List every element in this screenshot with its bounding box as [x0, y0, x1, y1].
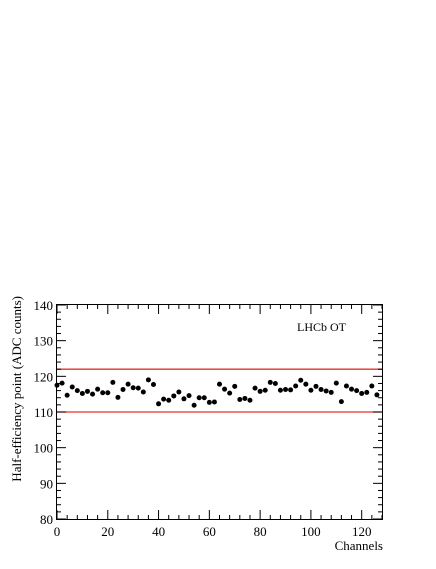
data-point: [217, 381, 222, 387]
data-point: [359, 390, 365, 396]
data-point: [267, 379, 273, 385]
data-point: [69, 384, 75, 390]
x-tick-label: 20: [101, 524, 114, 539]
data-point: [318, 387, 324, 393]
data-point: [247, 397, 253, 403]
x-axis: 0 20 40 60 80 100 120: [54, 305, 383, 539]
data-point: [354, 388, 360, 394]
data-point: [120, 387, 126, 393]
data-point: [252, 385, 258, 391]
data-point: [308, 387, 314, 393]
data-point: [181, 396, 187, 402]
data-point: [222, 386, 228, 392]
plot-frame: [56, 304, 383, 520]
data-point: [100, 390, 106, 396]
y-axis: 80 90 100 110 120 130 140: [34, 298, 382, 527]
data-point: [272, 380, 278, 386]
data-point: [227, 390, 233, 396]
data-point: [277, 387, 283, 393]
data-point: [237, 397, 243, 403]
y-tick-label: 140: [34, 298, 54, 313]
data-point: [125, 381, 131, 387]
data-point: [191, 402, 197, 408]
data-point: [145, 377, 151, 383]
data-point: [338, 399, 344, 405]
data-point: [140, 389, 146, 395]
data-point: [95, 386, 101, 392]
data-point: [369, 383, 375, 389]
data-point: [156, 401, 162, 407]
data-point: [79, 390, 85, 396]
data-point: [343, 383, 349, 389]
data-point: [161, 396, 167, 402]
data-point: [242, 395, 248, 401]
y-tick-label: 120: [34, 369, 54, 384]
data-point: [333, 380, 339, 386]
reference-lines: [57, 368, 382, 413]
x-tick-label: 120: [352, 524, 372, 539]
y-tick-label: 90: [40, 476, 53, 491]
data-point: [313, 383, 319, 389]
y-tick-label: 110: [34, 405, 53, 420]
data-point: [54, 382, 60, 388]
x-tick-label: 40: [152, 524, 165, 539]
data-point: [59, 380, 65, 386]
y-axis-label: Half-efficiency point (ADC counts): [9, 296, 24, 482]
data-point: [176, 389, 182, 395]
x-axis-label: Channels: [335, 538, 383, 553]
data-point: [135, 385, 141, 391]
data-point: [130, 385, 136, 391]
data-point: [283, 387, 289, 393]
data-point: [374, 392, 380, 398]
data-point: [90, 391, 96, 397]
data-point: [84, 388, 90, 394]
data-point: [257, 388, 263, 394]
data-point: [323, 388, 329, 394]
data-points: [54, 377, 380, 408]
data-point: [196, 395, 202, 401]
data-point: [201, 395, 207, 401]
y-tick-label: 100: [34, 441, 54, 456]
y-tick-label: 80: [40, 512, 53, 527]
data-point: [328, 389, 334, 395]
data-point: [206, 399, 212, 405]
x-tick-label: 100: [301, 524, 321, 539]
y-tick-label: 130: [34, 334, 54, 349]
x-tick-label: 0: [54, 524, 61, 539]
data-point: [110, 379, 116, 385]
data-point: [349, 386, 355, 392]
data-point: [64, 392, 70, 398]
data-point: [211, 399, 217, 405]
data-point: [232, 383, 238, 389]
x-tick-label: 80: [254, 524, 267, 539]
data-point: [288, 387, 294, 393]
data-point: [166, 397, 172, 403]
data-point: [262, 387, 268, 393]
data-point: [303, 381, 309, 387]
data-point: [115, 394, 121, 400]
data-point: [171, 393, 177, 399]
data-point: [150, 382, 156, 388]
data-point: [74, 388, 80, 394]
data-point: [105, 390, 111, 396]
x-tick-label: 60: [203, 524, 216, 539]
data-point: [293, 383, 299, 389]
data-point: [364, 389, 370, 395]
chart-annotation: LHCb OT: [297, 320, 347, 334]
data-point: [186, 393, 192, 399]
data-point: [298, 377, 304, 383]
